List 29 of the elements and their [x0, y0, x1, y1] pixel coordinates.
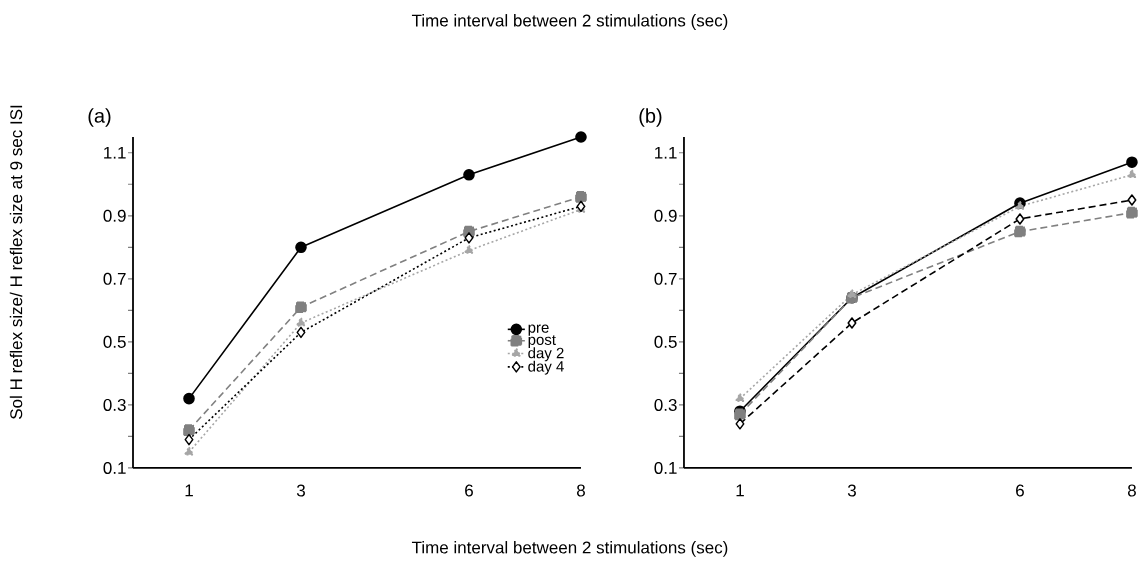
legend-label: pre — [528, 324, 549, 336]
x-tick-label: 3 — [296, 484, 305, 497]
text: (b) — [639, 108, 662, 127]
legend-label: day 4 — [528, 360, 564, 375]
x-tick-label: 6 — [1016, 484, 1024, 497]
y-tick-label: 0.3 — [103, 398, 126, 411]
text: (a) — [88, 108, 111, 127]
x-axis-title: Time interval between 2 stimulations (sec) — [411, 541, 728, 557]
x-tick-label: 8 — [576, 484, 585, 497]
y-tick-label: 0.7 — [103, 272, 126, 285]
x-tick-label: 1 — [736, 484, 744, 497]
y-tick-label: 0.9 — [654, 209, 677, 222]
y-tick-label: 0.1 — [103, 461, 126, 474]
legend-label: day 2 — [528, 347, 564, 362]
legend-label: post — [528, 335, 556, 348]
y-tick-label: 0.9 — [103, 209, 126, 222]
y-tick-label: 0.5 — [103, 335, 126, 348]
x-tick-label: 8 — [1127, 484, 1136, 497]
x-tick-label: 6 — [465, 484, 473, 497]
y-axis-title: Sol H reflex size/ H reflex size at 9 sec ISI — [9, 105, 23, 419]
y-tick-label: 0.1 — [654, 461, 677, 474]
chart-title: Time interval between 2 stimulations (sec) — [411, 14, 728, 30]
x-tick-label: 3 — [847, 484, 856, 497]
y-tick-label: 1.1 — [104, 146, 126, 159]
y-tick-label: 1.1 — [655, 146, 677, 159]
y-tick-label: 0.5 — [654, 335, 677, 348]
y-tick-label: 0.7 — [654, 272, 677, 285]
x-tick-label: 1 — [185, 484, 193, 497]
y-tick-label: 0.3 — [654, 398, 677, 411]
